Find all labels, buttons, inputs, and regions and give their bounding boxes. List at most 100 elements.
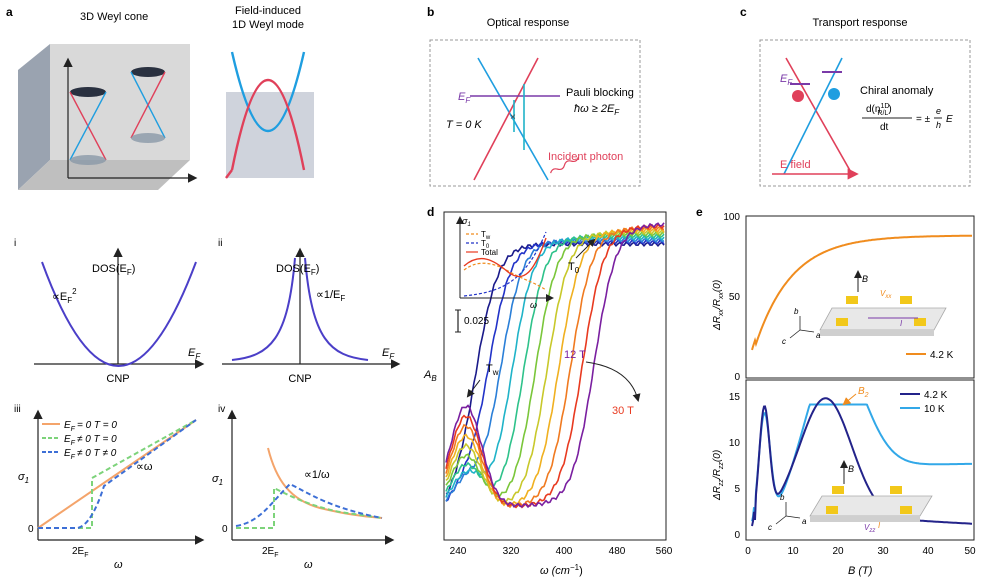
legend-iii-2: EF ≠ 0 T ≠ 0 — [64, 448, 117, 461]
panel-label-d: d — [427, 205, 434, 219]
sigma-ylabel-iii: σ1 — [18, 471, 29, 485]
sigma-iv-blue — [235, 482, 383, 527]
inset-tw — [463, 262, 547, 291]
inset-legend-0: Tw — [481, 230, 491, 241]
ytick-e-bot-2: 10 — [729, 438, 741, 449]
xtick-e-2: 20 — [832, 546, 844, 557]
ytick-e-top-0: 0 — [734, 372, 740, 383]
chiral-eq-den: dt — [880, 122, 889, 133]
cone-right-bottom-cap — [131, 133, 165, 143]
dos-ylabel-ii: DOS(EF) — [276, 263, 319, 277]
photon-label: Incident photon — [548, 151, 623, 163]
dos-ylabel-i: DOS(EF) — [92, 263, 135, 277]
cone-right-line-red — [130, 71, 166, 139]
panel-label-c: c — [740, 5, 747, 19]
absorption-curve — [445, 229, 665, 504]
weyl-box-side — [18, 44, 50, 190]
inset-t0 — [463, 231, 547, 297]
xtick-e-4: 40 — [922, 546, 934, 557]
schematic-bot-axis-a: a — [802, 517, 807, 526]
scale-label: 0.025 — [464, 316, 489, 327]
dos-parabola — [41, 261, 197, 367]
cone-right-top-cap — [131, 67, 165, 77]
sigma-ef0-t0 — [37, 419, 197, 529]
band-red-c — [785, 57, 853, 175]
schematic-top: B Vxx I b c a — [782, 270, 947, 346]
panel-label-b: b — [427, 5, 434, 19]
chiral-eq-num: d(n1D R/L) — [866, 103, 892, 117]
temp-label-b: T = 0 K — [446, 119, 482, 131]
xtick-e-1: 10 — [787, 546, 799, 557]
inset-xlabel: ω — [530, 300, 537, 310]
sigma-iv-green — [236, 486, 383, 529]
electron-red — [792, 90, 804, 102]
ylabel-d: AB — [423, 369, 437, 383]
schematic-top-b: B — [862, 274, 868, 284]
tw-label: Tw — [486, 363, 499, 377]
panel-c-title: Transport response — [813, 17, 908, 29]
chiral-eq-h: h — [936, 120, 941, 130]
schematic-bot-b: B — [848, 464, 854, 474]
electron-blue — [828, 88, 840, 100]
cnp-label-ii: CNP — [288, 373, 311, 385]
xtick-e-5: 50 — [964, 546, 976, 557]
xtick-d-0: 240 — [450, 546, 467, 557]
curve-iii: ∝ω — [136, 461, 153, 473]
legend-e-bot-1: 10 K — [924, 404, 945, 415]
schematic-bot-axis-b: b — [780, 493, 785, 502]
ytick-e-bot-0: 0 — [734, 530, 740, 541]
panel-i: i DOS(EF) ∝EF2 EF CNP — [14, 238, 205, 385]
photon-wave — [550, 156, 579, 174]
ylabel-e-bot: ΔRzz/Rzz(0) — [712, 450, 725, 501]
ylabel-e-top: ΔRxx/Rxx(0) — [712, 280, 725, 331]
weyl-box-floor — [18, 160, 190, 190]
ytick-e-top-2: 100 — [723, 212, 740, 223]
rxx-curve-4k — [751, 234, 972, 351]
band-blue-c — [783, 57, 843, 175]
panel-b: b Optical response EF × T = 0 K Pauli bl… — [427, 5, 641, 187]
absorption-curve — [445, 237, 665, 502]
xlabel-e: B (T) — [848, 565, 873, 577]
legend-e-top: 4.2 K — [930, 350, 954, 361]
panel-label-i: i — [14, 238, 16, 249]
dos-diverge-right — [304, 257, 369, 361]
sigma-ylabel-iv: σ1 — [212, 473, 223, 487]
panel-ii: ii DOS(EF) ∝1/EF EF CNP — [218, 238, 401, 385]
xtick-d-2: 400 — [556, 546, 573, 557]
e-field-label: E field — [780, 159, 811, 171]
tick0-iii: 0 — [28, 524, 34, 535]
panel-label-e: e — [696, 205, 703, 219]
absorption-curve — [445, 230, 665, 498]
inset-total — [463, 237, 547, 278]
t0-label: T0 — [568, 261, 580, 275]
sigma-efnz-tnz — [38, 419, 197, 529]
weyl-mode-blue — [230, 51, 306, 133]
ef-label-c: EF — [780, 73, 793, 87]
xticks-e: 0 10 20 30 40 50 — [745, 546, 976, 557]
cone-left-top-cap — [70, 87, 106, 97]
band-blue-b — [477, 57, 549, 181]
absorption-curve — [445, 223, 665, 509]
legend-iii-0: EF = 0 T = 0 — [64, 420, 117, 433]
schematic-bot-v: Vzz — [864, 523, 875, 534]
panel-a-title-right-1: Field-induced — [235, 5, 301, 17]
blocked-x: × — [510, 112, 516, 123]
xlabel-iv: ω — [304, 559, 313, 571]
b2-label: B2 — [858, 386, 869, 399]
plot-frame-e-top — [745, 215, 975, 379]
plot-frame-e-bottom — [745, 379, 975, 541]
band-red-b — [473, 57, 539, 181]
pauli-eq: ħω ≥ 2EF — [574, 103, 620, 117]
inset-legend-1: T0 — [481, 239, 490, 250]
panel-b-title: Optical response — [487, 17, 570, 29]
absorption-series — [445, 222, 665, 509]
xtick-d-1: 320 — [503, 546, 520, 557]
absorption-curve — [445, 222, 665, 509]
cnp-label-i: CNP — [106, 373, 129, 385]
panel-label-iii: iii — [14, 404, 21, 415]
xtick-d-3: 480 — [609, 546, 626, 557]
weyl-mode-red — [230, 79, 306, 171]
rzz-curve-4k — [751, 397, 972, 527]
field-low-label: 12 T — [564, 349, 586, 361]
plot-frame-d — [443, 211, 667, 541]
